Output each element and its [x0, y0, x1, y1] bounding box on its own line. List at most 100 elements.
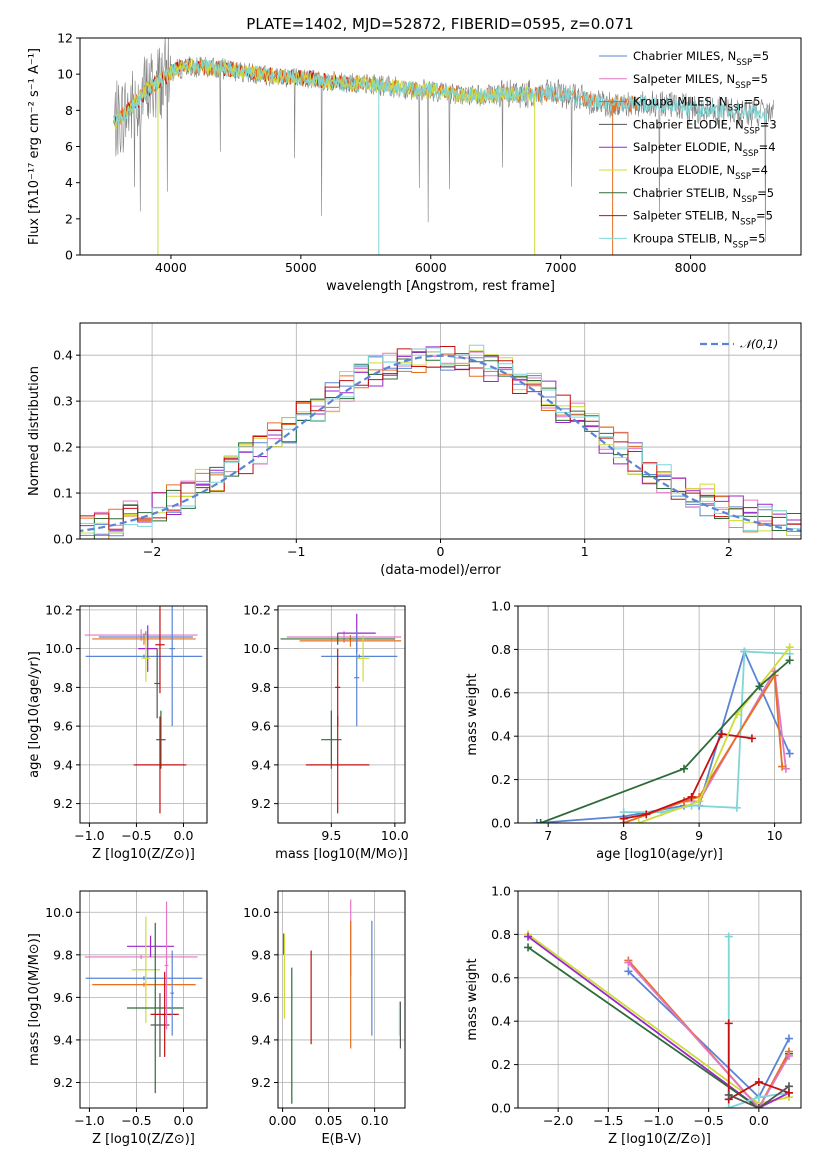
data-point [92, 982, 196, 987]
y-tick-label: 0.2 [491, 1057, 511, 1072]
x-tick-label: 2 [725, 544, 733, 559]
series-marker [724, 1019, 733, 1028]
series-line [627, 962, 790, 1108]
x-axis-label: Z [log10(Z/Z⊙)] [608, 1132, 711, 1147]
y-tick-label: 9.2 [251, 1075, 271, 1090]
legend-count: =3 [760, 117, 777, 131]
series-marker [524, 932, 533, 941]
x-tick-label: 10 [767, 828, 783, 843]
series-marker [785, 749, 794, 758]
x-tick-label: 7 [544, 828, 552, 843]
x-tick-label: −1.0 [74, 1113, 104, 1128]
y-tick-label: 0.0 [53, 532, 73, 547]
x-tick-label: 10.0 [381, 828, 409, 843]
legend-subscript: SSP [741, 195, 757, 205]
y-axis-label: mass weight [465, 673, 480, 755]
x-tick-label: −1.0 [74, 828, 104, 843]
x-tick-label: −0.5 [693, 1113, 723, 1128]
data-point [85, 976, 203, 981]
y-tick-label: 10 [57, 67, 73, 82]
legend-entry: Chabrier MILES, NSSP=5 [633, 49, 769, 68]
series-marker [754, 1104, 763, 1108]
y-tick-label: 9.4 [251, 757, 271, 772]
data-point [84, 954, 198, 960]
legend-count: =5 [743, 95, 760, 109]
y-tick-label: 6 [65, 139, 73, 154]
x-tick-label: 0.0 [749, 1113, 769, 1128]
legend-count: =5 [756, 209, 773, 223]
x-tick-label: −0.5 [121, 828, 151, 843]
plot-area [282, 899, 401, 1104]
x-tick-label: 8 [620, 828, 628, 843]
y-tick-label: 0.4 [491, 1014, 511, 1029]
data-point [133, 716, 187, 814]
legend-count: =5 [748, 231, 765, 245]
data-point [305, 716, 370, 814]
x-tick-label: 9 [695, 828, 703, 843]
axes-frame [79, 890, 208, 1109]
x-tick-label: 0 [437, 544, 445, 559]
x-axis-label: Z [log10(Z/Z⊙)] [92, 847, 195, 862]
series-marker [755, 682, 764, 691]
y-tick-label: 9.4 [53, 1032, 73, 1047]
x-axis-label: Z [log10(Z/Z⊙)] [92, 1132, 195, 1147]
series-marker [634, 819, 643, 823]
data-point [354, 629, 360, 727]
mass-vs-metallicity-panel: −1.0 −0.5 0.0 9.2 9.4 9.6 9.8 10.0 Z [log10(Z/Z⊙… [27, 890, 208, 1147]
plot-area [84, 901, 203, 1094]
axes-frame [79, 322, 802, 540]
y-tick-label: 9.2 [251, 796, 271, 811]
data-point [356, 635, 370, 682]
legend-subscript: SSP [733, 240, 749, 250]
data-point [156, 710, 166, 769]
x-tick-label: −1 [287, 544, 305, 559]
series-line [540, 659, 791, 823]
plot-area [84, 606, 203, 814]
x-tick-label: 7000 [545, 260, 577, 275]
grid [518, 605, 801, 824]
figure-title: PLATE=1402, MJD=52872, FIBERID=0595, z=0… [246, 15, 633, 33]
y-tick-label: 0.4 [53, 348, 73, 363]
axes-frame [277, 605, 406, 824]
y-tick-label: 0.8 [491, 927, 511, 942]
axes-frame [277, 890, 406, 1109]
data-point [92, 633, 196, 645]
y-tick-label: 9.6 [53, 719, 73, 734]
y-tick-label: 9.2 [53, 1075, 73, 1090]
y-tick-label: 0.1 [53, 486, 73, 501]
series-marker [754, 1093, 763, 1102]
legend-entry: Kroupa MILES, NSSP=5 [633, 95, 760, 114]
series-line [638, 646, 791, 823]
series-marker [724, 1104, 733, 1108]
x-tick-label: 8000 [675, 260, 707, 275]
legend-count: =5 [757, 186, 774, 200]
axes-frame [517, 605, 802, 824]
series-marker [717, 730, 726, 739]
series-marker [747, 734, 756, 743]
x-tick-label: 0.0 [174, 1113, 194, 1128]
x-tick-label: 4000 [155, 260, 187, 275]
plot-area [524, 930, 793, 1108]
series-marker [785, 656, 794, 665]
axes-frame [517, 890, 802, 1109]
y-axis-label: age [log10(age/yr)] [27, 651, 42, 778]
series-marker [754, 1077, 763, 1086]
data-point [164, 901, 169, 1030]
grid [518, 890, 801, 1109]
legend-subscript: SSP [735, 172, 751, 182]
x-tick-label: 5000 [285, 260, 317, 275]
series-marker [724, 932, 733, 941]
model-spectrum [113, 57, 353, 125]
legend: Chabrier MILES, NSSP=5 Salpeter MILES, NS… [599, 49, 777, 250]
y-tick-label: 1.0 [491, 884, 511, 899]
y-tick-label: 10.0 [243, 641, 271, 656]
x-tick-label: 9.5 [321, 828, 341, 843]
series-marker [619, 814, 628, 823]
y-tick-label: 4 [65, 175, 73, 190]
age-vs-metallicity-panel: −1.0 −0.5 0.0 9.2 9.4 9.6 9.8 10.0 10.2 Z [log10(… [27, 602, 208, 862]
data-point [170, 950, 175, 1036]
x-tick-label: −1.5 [593, 1113, 623, 1128]
series-line [727, 1023, 790, 1101]
series-marker [695, 797, 704, 806]
